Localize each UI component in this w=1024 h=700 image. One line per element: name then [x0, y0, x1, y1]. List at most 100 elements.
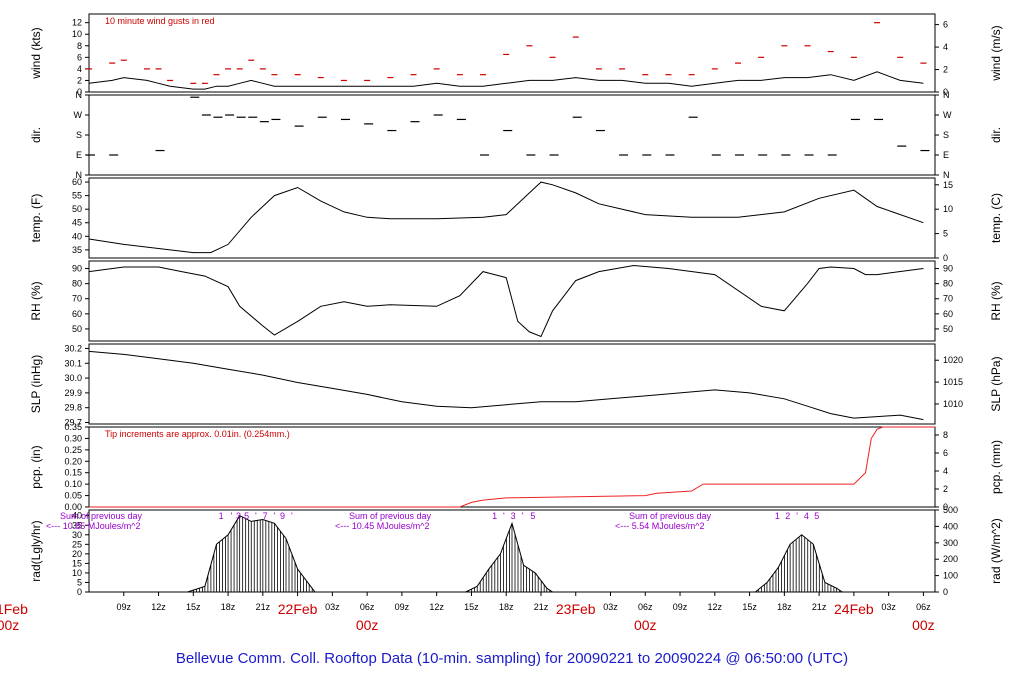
x-tick-label: 03z	[325, 602, 340, 612]
right-tick-label-rh: 50	[943, 324, 953, 334]
x-tick-label: 21z	[534, 602, 549, 612]
left-tick-label-pcp: 0.15	[64, 468, 82, 478]
left-tick-label-slp: 30.0	[64, 373, 82, 383]
left-tick-label-pcp: 0.00	[64, 502, 82, 512]
series-line-temp	[88, 181, 924, 254]
chart-footer-title: Bellevue Comm. Coll. Rooftop Data (10-mi…	[175, 650, 849, 667]
left-tick-label-temp: 50	[72, 204, 82, 214]
right-tick-label-pcp: 6	[943, 448, 948, 458]
left-tick-label-pcp: 0.05	[64, 491, 82, 501]
cloud-mark: 1	[219, 511, 224, 521]
right-tick-label-dir: E	[943, 150, 949, 160]
ylabel-right-slp: SLP (hPa)	[989, 356, 1003, 411]
left-tick-label-wind: 0	[77, 87, 82, 97]
panel-frame-slp	[88, 343, 936, 425]
right-tick-label-slp: 1015	[943, 377, 963, 387]
left-tick-label-pcp: 0.30	[64, 433, 82, 443]
panel-frame-pcp	[88, 426, 936, 508]
cloud-mark: 5	[244, 511, 249, 521]
right-tick-label-dir: S	[943, 130, 949, 140]
left-tick-label-pcp: 0.20	[64, 456, 82, 466]
left-tick-label-temp: 35	[72, 245, 82, 255]
right-tick-label-pcp: 2	[943, 484, 948, 494]
panel-note-pcp: Tip increments are approx. 0.01in. (0.25…	[105, 429, 290, 439]
left-tick-label-slp: 29.7	[64, 418, 82, 428]
right-tick-label-wind: 2	[943, 65, 948, 75]
cloud-mark: 4	[804, 511, 809, 521]
panel-frame-rh	[88, 260, 936, 342]
x-tick-label: 06z	[916, 602, 931, 612]
ylabel-right-dir: dir.	[989, 127, 1003, 143]
panel-note-wind: 10 minute wind gusts in red	[105, 16, 215, 26]
left-tick-label-rh: 50	[72, 324, 82, 334]
ylabel-right-temp: temp. (C)	[989, 193, 1003, 243]
x-day-label: 22Feb	[278, 601, 318, 617]
right-tick-label-temp: 10	[943, 204, 953, 214]
x-tick-label: 09z	[673, 602, 688, 612]
left-tick-label-temp: 40	[72, 231, 82, 241]
left-tick-label-pcp: 0.25	[64, 445, 82, 455]
left-tick-label-temp: 55	[72, 191, 82, 201]
series-line-pcp	[89, 426, 935, 508]
left-tick-label-dir: N	[76, 90, 83, 100]
left-tick-label-rh: 80	[72, 279, 82, 289]
left-tick-label-rad: 0	[77, 587, 82, 597]
cloud-mark: '	[231, 511, 233, 521]
x-tick-label: 18z	[221, 602, 236, 612]
x-tick-label: 12z	[708, 602, 723, 612]
cloud-mark: 9	[280, 511, 285, 521]
x-tick-label: 15z	[742, 602, 757, 612]
x-tick-label: 06z	[638, 602, 653, 612]
right-tick-label-dir: N	[943, 170, 950, 180]
right-tick-label-pcp: 8	[943, 430, 948, 440]
panel-frame-wind	[88, 13, 936, 93]
cloud-mark: '	[503, 511, 505, 521]
left-tick-label-wind: 8	[77, 41, 82, 51]
x-tick-label: 12z	[429, 602, 444, 612]
x-tick-label: 03z	[603, 602, 618, 612]
right-tick-label-pcp: 4	[943, 466, 948, 476]
daily-sum-title: Sum of previous day	[349, 511, 432, 521]
ylabel-left-slp: SLP (inHg)	[29, 355, 43, 413]
x-tick-label: 18z	[499, 602, 514, 612]
left-tick-label-rad: 35	[72, 520, 82, 530]
ylabel-right-rh: RH (%)	[989, 281, 1003, 320]
cloud-mark: 5	[530, 511, 535, 521]
right-tick-label-rad: 300	[943, 538, 958, 548]
right-tick-label-rad: 0	[943, 587, 948, 597]
cloud-mark: '	[522, 511, 524, 521]
ylabel-left-rh: RH (%)	[29, 281, 43, 320]
right-tick-label-rh: 80	[943, 279, 953, 289]
x-tick-label: 15z	[186, 602, 201, 612]
cloud-mark: 5	[814, 511, 819, 521]
x-hour-label: 00z	[912, 617, 935, 633]
left-tick-label-rad: 30	[72, 530, 82, 540]
left-tick-label-wind: 6	[77, 52, 82, 62]
daily-sum-value: <--- 10.45 MJoules/m^2	[335, 521, 430, 531]
right-tick-label-rad: 500	[943, 505, 958, 515]
x-day-label: 23Feb	[556, 601, 596, 617]
left-tick-label-slp: 29.9	[64, 388, 82, 398]
left-tick-label-pcp: 0.35	[64, 422, 82, 432]
series-line-slp	[88, 350, 924, 421]
left-tick-label-temp: 45	[72, 218, 82, 228]
x-hour-label: 00z	[356, 617, 379, 633]
daily-sum-value: <--- 10.85 MJoules/m^2	[46, 521, 141, 531]
series-line-rh	[88, 264, 924, 338]
cloud-mark: '	[274, 511, 276, 521]
x-day-label: 21Feb	[0, 601, 28, 617]
cloud-mark: 1	[492, 511, 497, 521]
right-tick-label-rh: 90	[943, 264, 953, 274]
x-tick-label: 09z	[117, 602, 132, 612]
right-tick-label-temp: 15	[943, 180, 953, 190]
left-tick-label-rh: 70	[72, 294, 82, 304]
x-tick-label: 18z	[777, 602, 792, 612]
right-tick-label-rad: 400	[943, 521, 958, 531]
x-tick-label: 06z	[360, 602, 375, 612]
left-tick-label-temp: 60	[72, 177, 82, 187]
ylabel-left-wind: wind (kts)	[29, 27, 43, 79]
right-tick-label-rh: 70	[943, 294, 953, 304]
right-tick-label-wind: 6	[943, 20, 948, 30]
left-tick-label-rh: 60	[72, 309, 82, 319]
